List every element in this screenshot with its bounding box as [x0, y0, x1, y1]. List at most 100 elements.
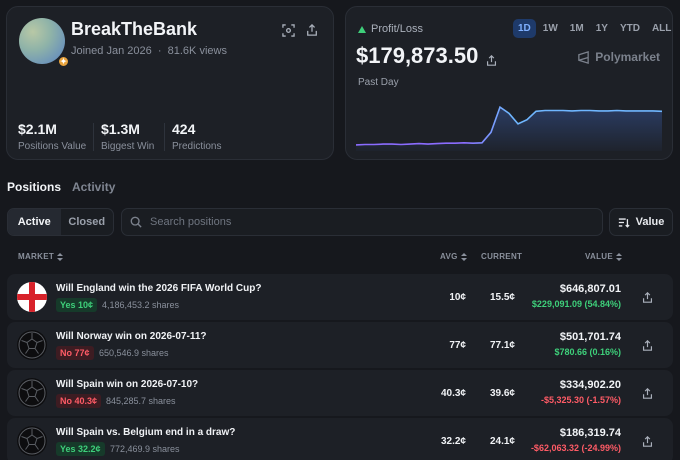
header-market-label: MARKET: [18, 252, 55, 261]
triangle-up-icon: [358, 25, 366, 33]
current-price: 77.1¢: [489, 340, 515, 351]
share-icon[interactable]: [639, 337, 655, 353]
status-filter: Active Closed: [7, 208, 114, 236]
share-icon[interactable]: [639, 433, 655, 449]
share-icon[interactable]: [639, 289, 655, 305]
header-avg-label: AVG: [440, 252, 458, 261]
outcome-badge: No 77¢: [56, 346, 94, 360]
share-icon[interactable]: [482, 51, 500, 69]
pnl-line: [356, 105, 662, 146]
username: BreakTheBank: [71, 19, 198, 39]
table-row[interactable]: Will Norway win on 2026-07-11? No 77¢ 650,…: [7, 322, 673, 368]
soccer-ball-icon: [17, 378, 47, 408]
pnl-area: [356, 107, 662, 151]
joined-date: Joined Jan 2026: [71, 45, 152, 57]
table-row[interactable]: Will England win the 2026 FIFA World Cup…: [7, 274, 673, 320]
filter-closed-button[interactable]: Closed: [68, 216, 106, 228]
filter-active-button[interactable]: Active: [8, 209, 61, 235]
current-price: 15.5¢: [489, 292, 515, 303]
share-count: 772,469.9 shares: [110, 444, 180, 454]
range-1w-button[interactable]: 1W: [542, 23, 558, 34]
pnl-value: $179,873.50: [356, 43, 479, 68]
table-row[interactable]: Will Spain vs. Belgium end in a draw? Yes…: [7, 418, 673, 460]
pnl-label-text: Profit/Loss: [371, 23, 423, 35]
polymarket-logo-icon: [578, 50, 590, 64]
range-all-button[interactable]: ALL: [651, 23, 672, 34]
scan-qr-icon[interactable]: [279, 21, 297, 39]
range-ytd-button[interactable]: YTD: [619, 23, 640, 34]
market-question[interactable]: Will Norway win on 2026-07-11?: [56, 331, 207, 342]
pnl-label: Profit/Loss: [358, 23, 423, 35]
range-1d-button[interactable]: 1D: [513, 19, 536, 38]
sort-label: Value: [635, 216, 665, 228]
current-price: 39.6¢: [489, 388, 515, 399]
range-1m-button[interactable]: 1M: [569, 23, 584, 34]
market-question[interactable]: Will Spain vs. Belgium end in a draw?: [56, 427, 236, 438]
tab-activity[interactable]: Activity: [72, 180, 116, 194]
profit-loss-card: Profit/Loss 1D 1W 1M 1Y YTD ALL $179,873.50 P…: [345, 6, 673, 160]
avg-price: 32.2¢: [440, 436, 466, 447]
value-change: -$5,325.30 (-1.57%): [540, 395, 621, 405]
search-icon: [130, 216, 142, 228]
market-question[interactable]: Will Spain win on 2026-07-10?: [56, 379, 199, 390]
table-row[interactable]: Will Spain win on 2026-07-10? No 40.3¢ 845…: [7, 370, 673, 416]
value-change: $229,091.09 (54.84%): [531, 299, 621, 309]
sort-toggle-icon: [616, 252, 623, 261]
position-value: $334,902.20: [559, 379, 621, 391]
position-value: $186,319.74: [559, 427, 621, 439]
tab-positions[interactable]: Positions: [7, 180, 62, 194]
england-flag-icon: [17, 282, 47, 312]
stat-divider: [164, 123, 165, 151]
chart-period-label: Past Day: [358, 77, 399, 88]
stat-label: Positions Value: [18, 141, 87, 152]
view-count: 81.6K views: [167, 45, 227, 57]
avatar[interactable]: [19, 18, 65, 64]
share-count: 650,546.9 shares: [99, 348, 169, 358]
stat-value: $1.3M: [101, 121, 140, 137]
positions-tabs: Positions Activity: [7, 180, 115, 194]
table-header: MARKET AVG CURRENT VALUE: [0, 252, 680, 266]
share-icon[interactable]: [303, 21, 321, 39]
range-1y-button[interactable]: 1Y: [595, 23, 608, 34]
sort-toggle-icon: [57, 252, 64, 261]
search-input[interactable]: [150, 216, 590, 228]
current-price: 24.1¢: [489, 436, 515, 447]
meta-separator: ·: [154, 45, 165, 57]
stat-biggest-win: $1.3M Biggest Win: [101, 121, 154, 152]
value-change: $780.66 (0.16%): [554, 347, 621, 357]
share-icon[interactable]: [639, 385, 655, 401]
outcome-badge: Yes 32.2¢: [56, 442, 105, 456]
brand-name: Polymarket: [595, 50, 660, 64]
stat-label: Biggest Win: [101, 141, 155, 152]
stat-positions-value: $2.1M Positions Value: [18, 121, 86, 152]
soccer-ball-icon: [17, 426, 47, 456]
header-value[interactable]: VALUE: [585, 252, 623, 261]
header-avg[interactable]: AVG: [440, 252, 467, 261]
header-current[interactable]: CURRENT: [481, 252, 522, 261]
market-question[interactable]: Will England win the 2026 FIFA World Cup…: [56, 283, 262, 294]
polymarket-brand: Polymarket: [577, 50, 660, 64]
stat-value: $2.1M: [18, 121, 57, 137]
avg-price: 77¢: [449, 340, 466, 351]
range-selector: 1D 1W 1M 1Y YTD ALL: [513, 19, 676, 38]
profile-meta: Joined Jan 2026 · 81.6K views: [71, 45, 227, 57]
verified-badge-icon: ✦: [57, 55, 70, 68]
header-market[interactable]: MARKET: [18, 252, 64, 261]
position-value: $646,807.01: [559, 283, 621, 295]
sort-toggle-icon: [460, 252, 467, 261]
value-change: -$62,063.32 (-24.99%): [530, 443, 621, 453]
search-box: [121, 208, 603, 236]
avg-price: 40.3¢: [440, 388, 466, 399]
profile-card: ✦ BreakTheBank Joined Jan 2026 · 81.6K v…: [6, 6, 334, 160]
sort-button[interactable]: Value: [609, 208, 673, 236]
stat-label: Predictions: [172, 141, 222, 152]
stat-predictions: 424 Predictions: [172, 121, 221, 152]
share-count: 845,285.7 shares: [106, 396, 176, 406]
outcome-badge: Yes 10¢: [56, 298, 98, 312]
stat-value: 424: [172, 121, 196, 137]
sort-icon: [618, 217, 630, 228]
position-value: $501,701.74: [559, 331, 621, 343]
pnl-line-chart: [356, 105, 662, 151]
soccer-ball-icon: [17, 330, 47, 360]
outcome-badge: No 40.3¢: [56, 394, 102, 408]
